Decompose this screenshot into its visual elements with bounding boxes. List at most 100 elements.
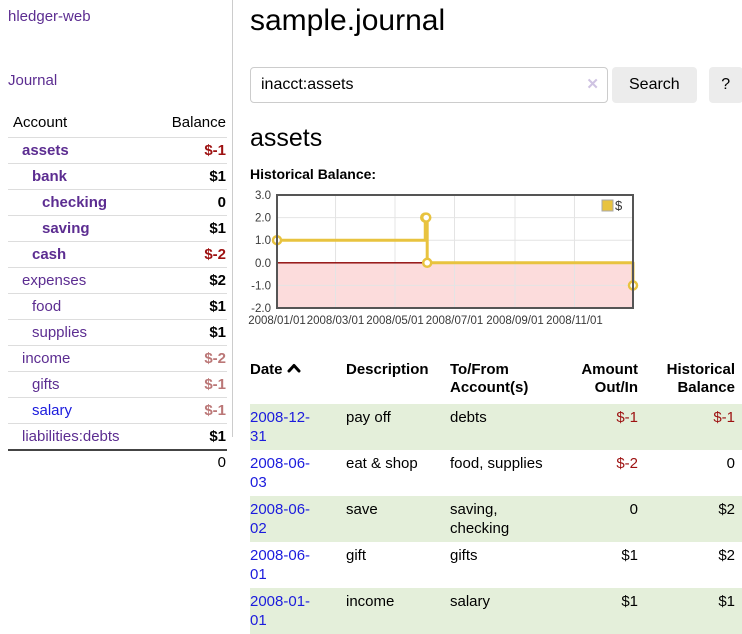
- account-balance: $1: [150, 319, 227, 346]
- search-row: ✕ Search ?: [250, 67, 742, 103]
- account-link-checking[interactable]: checking: [42, 194, 108, 211]
- account-row: liabilities:debts $1: [8, 423, 227, 450]
- transaction-amount: $-2: [616, 455, 638, 472]
- sidebar: hledger-web Journal Account Balance asse…: [0, 0, 233, 474]
- register-col-date[interactable]: Date: [250, 359, 346, 404]
- account-link-saving[interactable]: saving: [42, 220, 90, 237]
- accounts-col-balance: Balance: [171, 114, 226, 131]
- register-col-balance: Historical Balance: [666, 361, 735, 396]
- account-balance: $-1: [150, 137, 227, 164]
- register-header-row: Date Description To/From Account(s) Amou…: [250, 359, 742, 404]
- nav-journal-link[interactable]: Journal: [8, 72, 58, 89]
- account-link-gifts[interactable]: gifts: [32, 376, 60, 393]
- transaction-accounts: saving, checking: [450, 501, 510, 537]
- accounts-total-value: 0: [150, 449, 227, 474]
- account-row: checking 0: [8, 189, 227, 216]
- accounts-col-account: Account: [13, 114, 68, 131]
- transaction-description: save: [346, 501, 378, 518]
- transaction-date-link[interactable]: 2008-06-01: [250, 547, 311, 583]
- transaction-accounts: food, supplies: [450, 455, 543, 472]
- account-row: income $-2: [8, 345, 227, 372]
- transaction-amount: $1: [621, 593, 638, 610]
- help-button[interactable]: ?: [708, 67, 742, 103]
- account-balance: $-2: [150, 345, 227, 372]
- svg-text:2008/09/01: 2008/09/01: [486, 315, 544, 327]
- account-link-expenses[interactable]: expenses: [22, 272, 87, 289]
- transaction-amount: $-1: [616, 409, 638, 426]
- account-balance: $1: [150, 423, 227, 450]
- account-balance: $-1: [150, 371, 227, 398]
- register-row: 2008-12-31 pay off debts $-1 $-1: [250, 404, 742, 450]
- register-col-amount: Amount Out/In: [581, 361, 638, 396]
- main-content: sample.journal ✕ Search ? assets Histori…: [233, 0, 742, 634]
- svg-text:2008/11/01: 2008/11/01: [546, 315, 603, 327]
- account-row: bank $1: [8, 163, 227, 190]
- search-button[interactable]: Search: [612, 67, 697, 103]
- transaction-accounts: debts: [450, 409, 487, 426]
- account-link-income[interactable]: income: [22, 350, 71, 367]
- search-input[interactable]: [250, 67, 608, 103]
- account-row: salary $-1: [8, 397, 227, 424]
- accounts-total-row: 0: [8, 449, 227, 474]
- svg-text:2008/07/01: 2008/07/01: [426, 315, 484, 327]
- account-link-bank[interactable]: bank: [32, 168, 68, 185]
- account-link-liabilities-debts[interactable]: liabilities:debts: [22, 428, 120, 445]
- account-row: supplies $1: [8, 319, 227, 346]
- account-link-cash[interactable]: cash: [32, 246, 67, 263]
- svg-text:0.0: 0.0: [255, 258, 271, 270]
- transaction-accounts: gifts: [450, 547, 478, 564]
- clear-search-icon[interactable]: ✕: [586, 76, 599, 93]
- account-balance: $1: [150, 215, 227, 242]
- svg-text:2008/03/01: 2008/03/01: [307, 315, 365, 327]
- svg-text:2008/05/01: 2008/05/01: [366, 315, 424, 327]
- account-balance: $-1: [150, 397, 227, 424]
- transaction-amount: 0: [629, 501, 638, 518]
- account-balance: $1: [150, 293, 227, 320]
- accounts-table: Account Balance assets $-1 bank $1 checking 0…: [8, 111, 227, 474]
- sidebar-nav: Journal: [8, 72, 226, 90]
- transaction-balance: $2: [718, 547, 735, 564]
- account-row: assets $-1: [8, 137, 227, 164]
- transaction-balance: $2: [718, 501, 735, 518]
- transaction-date-link[interactable]: 2008-12-31: [250, 409, 311, 445]
- svg-text:-2.0: -2.0: [251, 303, 271, 315]
- transaction-date-link[interactable]: 2008-06-02: [250, 501, 311, 537]
- transaction-date-link[interactable]: 2008-06-03: [250, 455, 311, 491]
- account-link-supplies[interactable]: supplies: [32, 324, 88, 341]
- transaction-balance: $1: [718, 593, 735, 610]
- svg-text:1.0: 1.0: [255, 235, 271, 247]
- account-link-assets[interactable]: assets: [22, 142, 69, 159]
- account-row: cash $-2: [8, 241, 227, 268]
- register-row: 2008-06-01 gift gifts $1 $2: [250, 542, 742, 588]
- account-link-salary[interactable]: salary: [32, 402, 73, 419]
- transaction-description: gift: [346, 547, 367, 564]
- register-col-accounts: To/From Account(s): [450, 361, 529, 396]
- transaction-date-link[interactable]: 2008-01-01: [250, 593, 311, 629]
- account-link-food[interactable]: food: [32, 298, 62, 315]
- transaction-description: pay off: [346, 409, 391, 426]
- svg-text:2008/01/01: 2008/01/01: [248, 315, 306, 327]
- svg-text:2.0: 2.0: [255, 213, 271, 225]
- account-row: saving $1: [8, 215, 227, 242]
- account-title: assets: [250, 124, 323, 152]
- account-balance: 0: [150, 189, 227, 216]
- legend-swatch: [601, 199, 614, 212]
- svg-text:3.0: 3.0: [255, 190, 271, 202]
- transaction-description: income: [346, 593, 395, 610]
- account-balance: $2: [150, 267, 227, 294]
- account-row: food $1: [8, 293, 227, 320]
- account-row: gifts $-1: [8, 371, 227, 398]
- chart-title: Historical Balance:: [250, 166, 377, 182]
- brand-link[interactable]: hledger-web: [8, 8, 91, 25]
- legend-label: $: [615, 198, 623, 213]
- transaction-amount: $1: [621, 547, 638, 564]
- register-row: 2008-06-03 eat & shop food, supplies $-2 0: [250, 450, 742, 496]
- register-col-description: Description: [346, 361, 429, 378]
- transaction-accounts: salary: [450, 593, 491, 610]
- transaction-balance: 0: [726, 455, 735, 472]
- register-row: 2008-01-01 income salary $1 $1: [250, 588, 742, 634]
- transaction-description: eat & shop: [346, 455, 418, 472]
- account-row: expenses $2: [8, 267, 227, 294]
